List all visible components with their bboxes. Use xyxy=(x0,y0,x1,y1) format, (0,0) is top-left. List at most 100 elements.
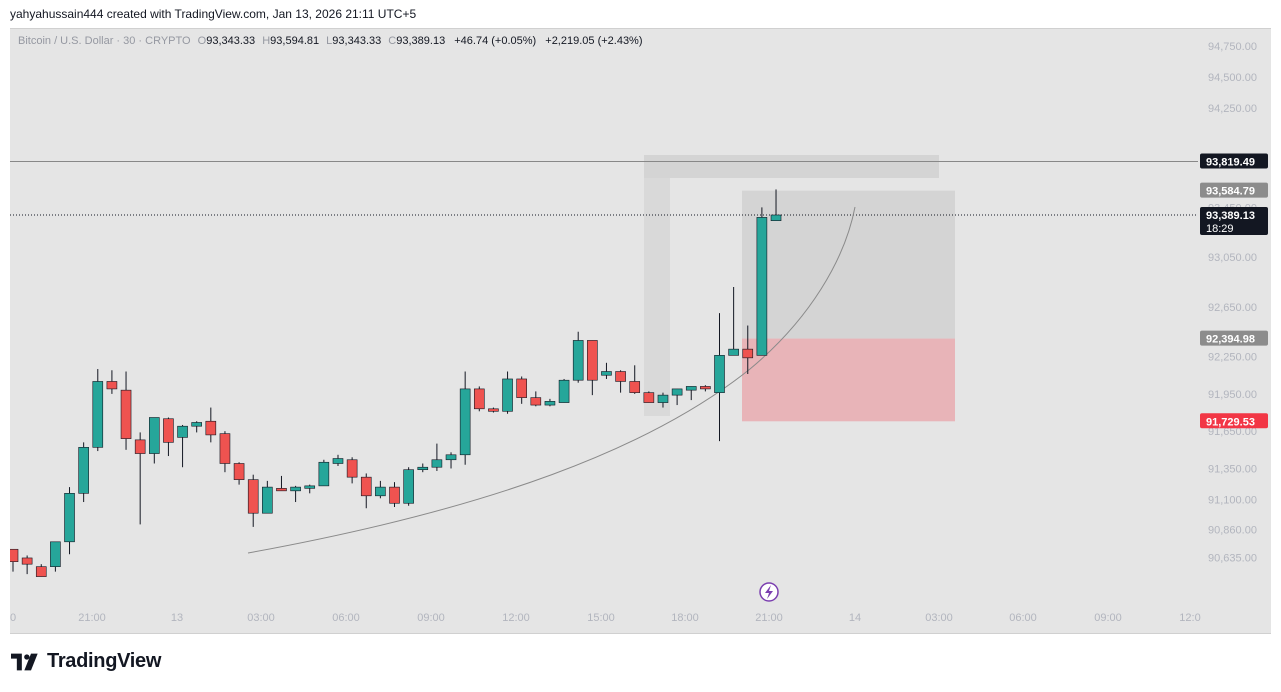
candle-up[interactable] xyxy=(756,217,768,356)
candle-down[interactable] xyxy=(530,397,542,406)
price-tag-entry-bg xyxy=(1200,330,1268,346)
candle-up[interactable] xyxy=(417,466,429,471)
position-profit-zone[interactable] xyxy=(742,190,955,339)
candle-down[interactable] xyxy=(247,479,259,514)
candle-down[interactable] xyxy=(276,488,287,492)
candle-up[interactable] xyxy=(64,493,75,543)
close-value: 93,389.13 xyxy=(396,35,446,47)
tradingview-logo[interactable]: TradingView xyxy=(11,650,161,673)
candle-up[interactable] xyxy=(445,454,457,461)
price-tick-label: 93,050.00 xyxy=(1208,252,1257,264)
candle-up[interactable] xyxy=(78,447,89,494)
time-tick-label: 15:00 xyxy=(587,612,615,624)
candle-up[interactable] xyxy=(459,388,471,456)
candle-up[interactable] xyxy=(290,486,301,492)
candle-up[interactable] xyxy=(544,401,556,406)
price-tag-horizontal-line: 93,819.49 xyxy=(1206,157,1255,169)
candle-up[interactable] xyxy=(657,394,669,403)
candle-down[interactable] xyxy=(346,459,358,478)
price-tick-label: 90,860.00 xyxy=(1208,524,1257,536)
candle-down[interactable] xyxy=(120,389,132,439)
candle-down[interactable] xyxy=(643,392,655,403)
candle-down[interactable] xyxy=(700,386,711,390)
time-tick-label: 06:00 xyxy=(1009,612,1037,624)
candle-down[interactable] xyxy=(21,557,33,565)
candle-up[interactable] xyxy=(671,388,683,396)
candle-up[interactable] xyxy=(403,469,414,504)
price-tick-label: 92,650.00 xyxy=(1208,302,1257,314)
drawing-rectangle-vertical[interactable] xyxy=(644,178,670,416)
candle-up[interactable] xyxy=(601,371,612,376)
candle-up[interactable] xyxy=(375,486,386,497)
price-tick-label: 94,500.00 xyxy=(1208,72,1257,84)
candle-up[interactable] xyxy=(770,214,782,221)
tradingview-logo-icon xyxy=(11,653,38,670)
candle-up[interactable] xyxy=(332,458,344,464)
price-tag-stop-bg xyxy=(1200,413,1268,429)
candlestick-chart[interactable]: 94,750.0094,500.0094,250.0093,850.0093,4… xyxy=(10,29,1271,633)
time-tick-label: 18:00 xyxy=(671,612,699,624)
candle-down[interactable] xyxy=(163,418,174,443)
position-loss-zone[interactable] xyxy=(742,338,955,422)
time-tick-label: 00 xyxy=(10,612,16,624)
candle-up[interactable] xyxy=(572,340,584,381)
candle-up[interactable] xyxy=(728,348,739,356)
candle-down[interactable] xyxy=(106,381,118,390)
high-key: H xyxy=(262,35,271,47)
candle-up[interactable] xyxy=(50,541,61,567)
candle-up[interactable] xyxy=(177,425,188,438)
candle-down[interactable] xyxy=(219,433,231,464)
price-tag-position-top-bg xyxy=(1200,182,1268,198)
candle-up[interactable] xyxy=(92,381,104,448)
candle-down[interactable] xyxy=(629,381,641,393)
price-tick-label: 91,950.00 xyxy=(1208,389,1257,401)
price-tick-label: 92,250.00 xyxy=(1208,352,1257,364)
candle-up[interactable] xyxy=(431,459,443,468)
candle-down[interactable] xyxy=(35,566,47,577)
candle-down[interactable] xyxy=(389,486,400,504)
candle-up[interactable] xyxy=(191,422,202,427)
candle-down[interactable] xyxy=(516,378,527,398)
chart-area[interactable]: 94,750.0094,500.0094,250.0093,850.0093,4… xyxy=(10,28,1271,634)
time-tick-label: 21:00 xyxy=(755,612,783,624)
candle-up[interactable] xyxy=(685,386,697,391)
candle-down[interactable] xyxy=(473,388,485,410)
candle-up[interactable] xyxy=(714,355,725,393)
price-tick-label: 94,250.00 xyxy=(1208,103,1257,115)
parabolic-curve[interactable] xyxy=(247,206,856,554)
candle-down[interactable] xyxy=(488,408,499,412)
candle-down[interactable] xyxy=(205,420,217,436)
high-value: 93,594.81 xyxy=(270,35,320,47)
candle-up[interactable] xyxy=(262,486,273,514)
time-tick-label: 09:00 xyxy=(417,612,445,624)
candle-down[interactable] xyxy=(587,340,598,381)
candle-down[interactable] xyxy=(360,476,372,497)
candle-down[interactable] xyxy=(742,348,754,359)
time-tick-label: 03:00 xyxy=(925,612,953,624)
bolt-icon-glyph xyxy=(765,585,773,599)
candle-up[interactable] xyxy=(318,461,330,487)
close-key: C xyxy=(388,35,397,47)
candle-down[interactable] xyxy=(233,463,245,480)
drawing-rectangle-top[interactable] xyxy=(644,155,939,178)
time-tick-label: 12:0 xyxy=(1179,612,1200,624)
time-tick-label: 03:00 xyxy=(247,612,275,624)
time-tick-label: 06:00 xyxy=(332,612,360,624)
candle-up[interactable] xyxy=(558,379,570,403)
price-tag-stop: 91,729.53 xyxy=(1206,416,1255,428)
candle-down[interactable] xyxy=(615,371,626,382)
low-key: L xyxy=(326,35,333,47)
low-value: 93,343.33 xyxy=(332,35,382,47)
candle-down[interactable] xyxy=(10,548,19,562)
symbol-label[interactable]: Bitcoin / U.S. Dollar · 30 · CRYPTO xyxy=(18,35,191,47)
price-tag-position-top: 93,584.79 xyxy=(1206,186,1255,198)
price-tag-current-bg xyxy=(1200,207,1268,235)
ohlc-legend: Bitcoin / U.S. Dollar · 30 · CRYPTO O93,… xyxy=(18,35,643,47)
candle-up[interactable] xyxy=(149,417,160,454)
candle-up[interactable] xyxy=(304,485,316,489)
price-tick-label: 91,100.00 xyxy=(1208,495,1257,507)
open-value: 93,343.33 xyxy=(206,35,256,47)
candle-down[interactable] xyxy=(134,439,146,454)
candle-up[interactable] xyxy=(502,378,513,412)
brand-name: TradingView xyxy=(47,650,162,672)
